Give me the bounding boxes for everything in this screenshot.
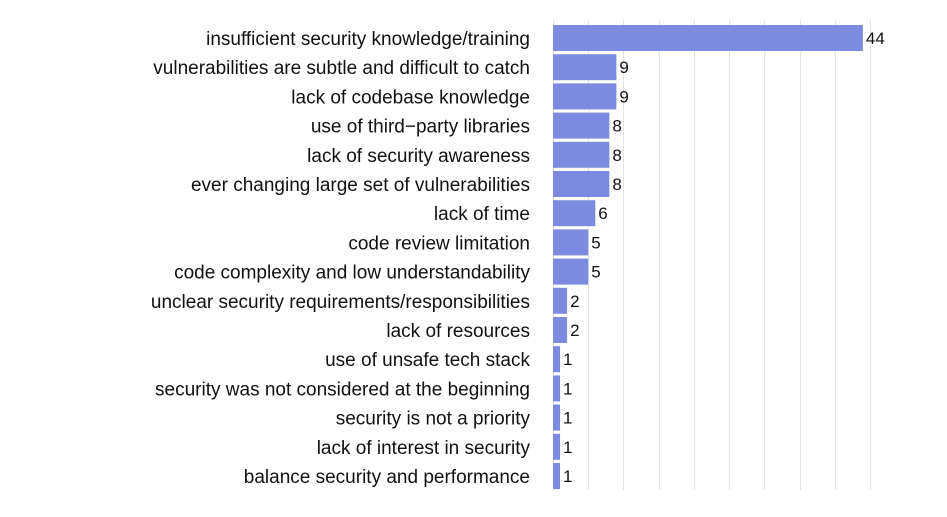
bar-4 (553, 141, 610, 168)
bar-3 (553, 112, 610, 139)
bar-9 (553, 287, 568, 314)
category-label-10: lack of resources (386, 321, 530, 342)
category-label-8: code complexity and low understandabilit… (174, 263, 530, 284)
category-label-4: lack of security awareness (307, 146, 530, 167)
bar-7 (553, 229, 589, 256)
category-label-0: insufficient security knowledge/training (206, 29, 530, 50)
bar-12 (553, 375, 561, 402)
category-label-5: ever changing large set of vulnerabiliti… (191, 175, 530, 196)
value-label-15: 1 (563, 467, 572, 486)
category-label-12: security was not considered at the begin… (155, 379, 530, 400)
value-label-5: 8 (612, 175, 621, 194)
category-label-7: code review limitation (348, 233, 530, 254)
value-label-12: 1 (563, 379, 572, 398)
category-label-11: use of unsafe tech stack (325, 350, 530, 371)
value-label-14: 1 (563, 438, 572, 457)
value-label-2: 9 (619, 87, 628, 106)
category-label-2: lack of codebase knowledge (291, 87, 530, 108)
bar-1 (553, 54, 617, 81)
value-label-9: 2 (570, 292, 579, 311)
bar-14 (553, 433, 561, 460)
value-label-11: 1 (563, 350, 572, 369)
value-label-1: 9 (619, 58, 628, 77)
bars (553, 25, 863, 489)
bar-6 (553, 200, 596, 227)
category-label-1: vulnerabilities are subtle and difficult… (153, 58, 530, 79)
bar-5 (553, 171, 610, 197)
value-label-6: 6 (598, 204, 607, 223)
bar-8 (553, 258, 589, 285)
value-label-4: 8 (612, 146, 621, 165)
value-label-13: 1 (563, 409, 572, 428)
category-label-13: security is not a priority (336, 409, 531, 430)
bar-2 (553, 83, 617, 110)
bar-0 (553, 25, 863, 51)
category-labels: insufficient security knowledge/training… (151, 29, 531, 488)
bar-13 (553, 404, 561, 431)
value-label-7: 5 (591, 233, 600, 252)
value-label-10: 2 (570, 321, 579, 340)
bar-11 (553, 346, 561, 373)
category-label-15: balance security and performance (244, 467, 530, 488)
value-label-0: 44 (866, 29, 885, 48)
bar-10 (553, 317, 568, 343)
category-label-9: unclear security requirements/responsibi… (151, 292, 530, 313)
value-label-8: 5 (591, 263, 600, 282)
bar-15 (553, 463, 561, 489)
value-label-3: 8 (612, 117, 621, 136)
category-label-6: lack of time (434, 204, 530, 225)
category-label-14: lack of interest in security (317, 438, 531, 459)
category-label-3: use of third−party libraries (311, 117, 530, 138)
